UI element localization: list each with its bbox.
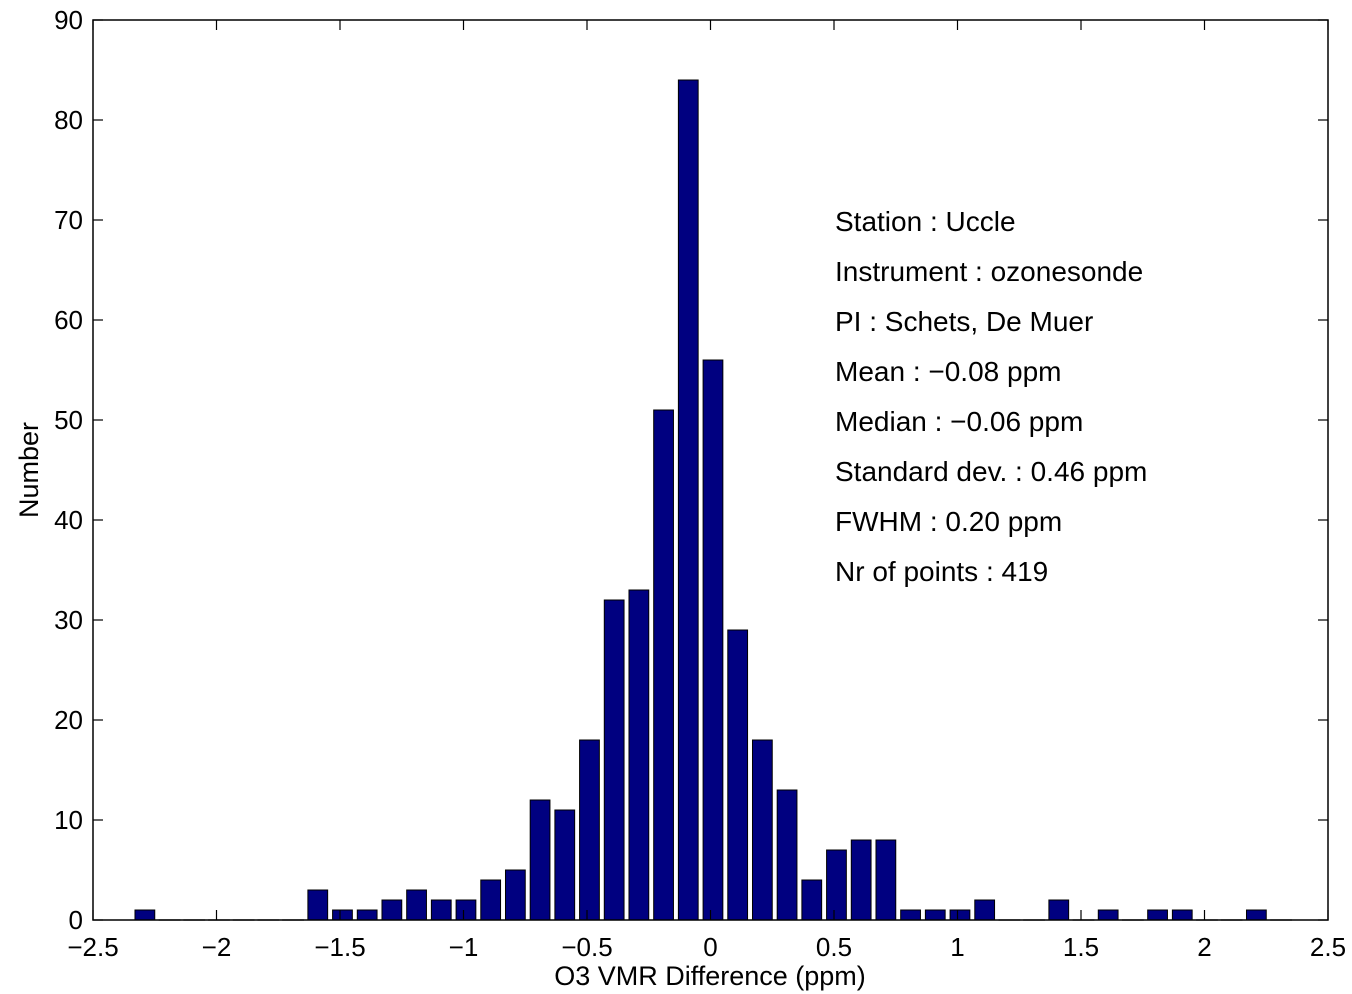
histogram-bar	[826, 849, 847, 921]
stats-annotations: Station : Uccle Instrument : ozonesonde PI…	[835, 206, 1147, 587]
x-axis-label: O3 VMR Difference (ppm)	[554, 961, 866, 991]
histogram-bar	[480, 879, 502, 921]
y-tick-label: 10	[54, 805, 83, 835]
stats-annotation-line: Instrument : ozonesonde	[835, 256, 1143, 287]
x-tick-label: 0.5	[816, 932, 852, 962]
histogram-bar	[900, 909, 921, 921]
histogram-bar	[1097, 909, 1119, 921]
y-tick-label: 80	[54, 105, 83, 135]
histogram-bar	[504, 869, 526, 921]
stats-annotation-line: Standard dev. : 0.46 ppm	[835, 456, 1147, 487]
y-tick-label: 30	[54, 605, 83, 635]
histogram-bar	[134, 909, 156, 921]
y-tick-label: 20	[54, 705, 83, 735]
y-tick-label: 60	[54, 305, 83, 335]
histogram-bar	[875, 839, 897, 921]
x-tick-label: 2.5	[1310, 932, 1346, 962]
histogram-bar	[406, 889, 427, 921]
x-tick-label: 2	[1197, 932, 1211, 962]
stats-annotation-line: Median : −0.06 ppm	[835, 406, 1083, 437]
x-tick-label: 1	[950, 932, 964, 962]
stats-annotation-line: PI : Schets, De Muer	[835, 306, 1093, 337]
histogram-bar	[356, 909, 378, 921]
bars-group	[134, 79, 1292, 921]
stats-annotation-line: FWHM : 0.20 ppm	[835, 506, 1062, 537]
x-tick-label: −2	[202, 932, 232, 962]
histogram-bar	[677, 79, 699, 921]
histogram-bar	[850, 839, 872, 921]
ticks-group	[92, 19, 1329, 921]
histogram-bar	[332, 909, 353, 921]
x-tick-label: −0.5	[561, 932, 612, 962]
y-tick-label: 70	[54, 205, 83, 235]
histogram-bar	[702, 359, 724, 921]
x-tick-label: −1	[449, 932, 479, 962]
histogram-bar	[751, 739, 773, 921]
histogram-bar	[1048, 899, 1070, 921]
histogram-bar	[1245, 909, 1267, 921]
x-tick-label: −2.5	[67, 932, 118, 962]
plot-frame	[92, 19, 1329, 921]
stats-annotation-line: Nr of points : 419	[835, 556, 1048, 587]
y-axis-label: Number	[14, 422, 44, 518]
y-tick-label: 40	[54, 505, 83, 535]
y-tick-label: 90	[54, 5, 83, 35]
histogram-bar	[628, 589, 650, 921]
histogram-bar	[1147, 909, 1168, 921]
histogram-bar	[529, 799, 551, 921]
y-tick-label: 50	[54, 405, 83, 435]
histogram-bar	[603, 599, 625, 921]
histogram-bar	[653, 409, 674, 921]
x-tick-label: 0	[703, 932, 717, 962]
histogram-bar	[430, 899, 452, 921]
histogram-bar	[974, 899, 996, 921]
tick-labels-group: −2.5 −2 −1.5 −1 −0.5 0 0.5 1 1.5 2 2.5 0 10 20 30 40 50 6…	[54, 5, 1346, 962]
histogram-bar	[455, 899, 477, 921]
histogram-bar	[381, 899, 403, 921]
x-tick-label: 1.5	[1063, 932, 1099, 962]
histogram-bar	[307, 889, 329, 921]
histogram-bar	[554, 809, 576, 921]
histogram-bar	[1171, 909, 1193, 921]
histogram-bar	[949, 909, 971, 921]
histogram-bar	[727, 629, 749, 921]
histogram-bar	[924, 909, 946, 921]
histogram-bar	[776, 789, 798, 921]
x-tick-label: −1.5	[314, 932, 365, 962]
stats-annotation-line: Station : Uccle	[835, 206, 1016, 237]
histogram-bar	[801, 879, 823, 921]
y-tick-label: 0	[69, 905, 83, 935]
histogram-bar	[579, 739, 600, 921]
stats-annotation-line: Mean : −0.08 ppm	[835, 356, 1061, 387]
